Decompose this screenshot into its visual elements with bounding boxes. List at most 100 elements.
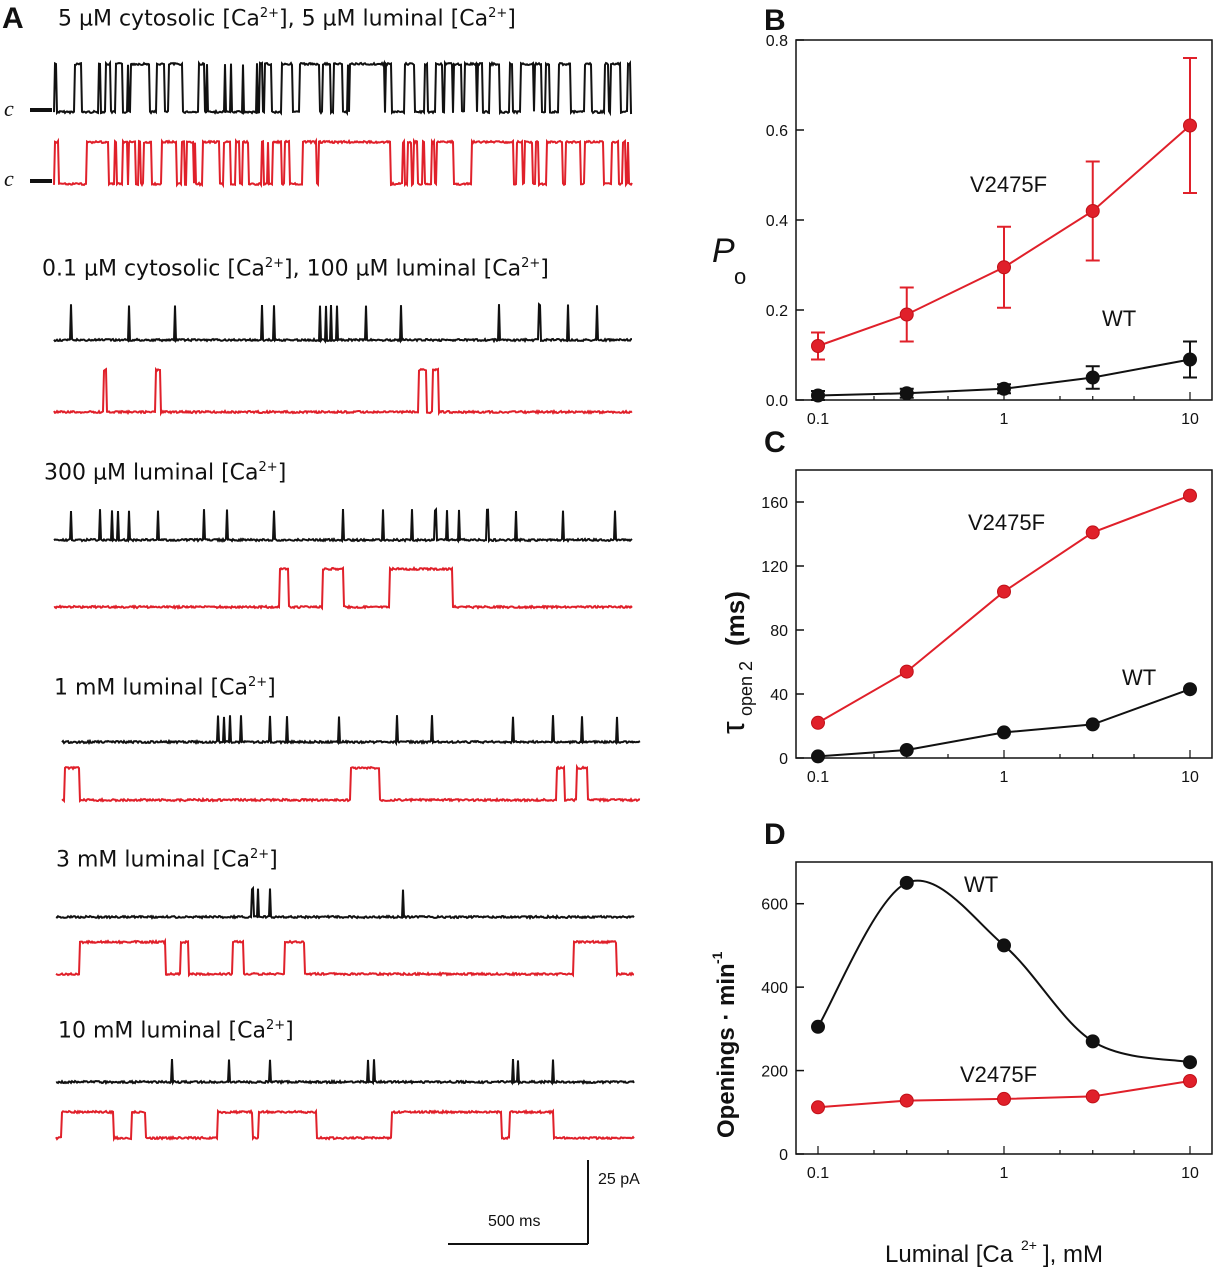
condition-label-text: ] xyxy=(540,256,549,282)
condition-label: 3 mM luminal [Ca2+] xyxy=(56,847,278,872)
y-axis-label-sup: -1 xyxy=(709,951,725,964)
channel-trace xyxy=(53,366,633,417)
data-point xyxy=(997,584,1011,599)
y-axis-label: τ xyxy=(715,721,751,734)
y-axis-label: Openings · min xyxy=(713,963,740,1138)
panel-a-letter: A xyxy=(2,2,24,35)
condition-label-text: ] xyxy=(277,460,287,486)
y-tick-label: 400 xyxy=(761,980,788,997)
data-point xyxy=(997,1091,1011,1106)
data-point xyxy=(1183,1074,1197,1088)
condition-label-text: ] xyxy=(267,675,276,701)
condition-label-text: 10 mM luminal [Ca xyxy=(58,1018,266,1044)
condition-label: 300 µM luminal [Ca2+] xyxy=(44,460,286,485)
closed-level-label: c xyxy=(4,166,14,191)
channel-trace xyxy=(55,885,635,921)
channel-trace xyxy=(53,59,633,117)
data-point xyxy=(811,1019,825,1034)
plot-frame xyxy=(795,39,1213,401)
scale-bar-current-label: 25 pA xyxy=(598,1171,640,1188)
series-annotation: V2475F xyxy=(968,510,1045,535)
channel-trace xyxy=(53,507,633,544)
y-axis-label-sub: open 2 xyxy=(736,661,756,716)
y-tick-label: 600 xyxy=(761,897,788,914)
data-point xyxy=(899,664,914,679)
y-tick-label: 80 xyxy=(770,623,788,640)
superscript: 2+ xyxy=(488,6,508,21)
series-annotation: WT xyxy=(1102,306,1136,331)
data-point xyxy=(811,749,825,764)
y-tick-label: 0.6 xyxy=(766,123,788,140)
data-point xyxy=(811,715,825,730)
condition-label-text: ], 100 µM luminal [Ca xyxy=(284,256,522,282)
condition-label-text: ] xyxy=(285,1018,294,1044)
x-tick-label: 0.1 xyxy=(807,411,829,428)
superscript: 2+ xyxy=(265,1018,286,1033)
data-point xyxy=(899,386,914,401)
panel-letter: B xyxy=(764,4,786,37)
condition-label: 0.1 µM cytosolic [Ca2+], 100 µM luminal … xyxy=(42,256,549,281)
channel-traces: 500 ms 25 pA xyxy=(30,59,641,1245)
data-point xyxy=(1085,1034,1100,1049)
superscript: 2+ xyxy=(259,6,279,21)
x-axis-label: Luminal [Ca xyxy=(885,1241,1014,1268)
y-axis-label-unit: (ms) xyxy=(720,591,750,646)
y-tick-label: 160 xyxy=(761,495,788,512)
y-tick-label: 40 xyxy=(770,687,788,704)
y-tick-label: 0.2 xyxy=(766,303,788,320)
y-axis-label-group: τ open 2 (ms) xyxy=(715,591,756,734)
data-point xyxy=(1183,1055,1197,1070)
x-axis-label-post: ], mM xyxy=(1043,1241,1103,1268)
data-point xyxy=(811,388,825,403)
data-point xyxy=(1183,352,1197,367)
y-tick-label: 0 xyxy=(779,1147,788,1164)
channel-trace xyxy=(55,1058,635,1086)
y-tick-label: 200 xyxy=(761,1064,788,1081)
data-point xyxy=(811,339,825,353)
superscript: 2+ xyxy=(247,675,268,690)
x-tick-label: 0.1 xyxy=(807,769,829,786)
series-annotation: WT xyxy=(964,872,998,897)
x-tick-label: 10 xyxy=(1181,1165,1199,1182)
x-tick-label: 10 xyxy=(1181,411,1199,428)
series-annotation: V2475F xyxy=(970,172,1047,197)
data-point xyxy=(1085,717,1100,732)
x-tick-label: 0.1 xyxy=(807,1165,829,1182)
channel-trace xyxy=(53,566,633,611)
data-point xyxy=(899,307,914,322)
x-tick-label: 1 xyxy=(1000,769,1009,786)
series-annotation: WT xyxy=(1122,665,1156,690)
y-axis-label-group: Openings · min-1 xyxy=(709,951,740,1138)
condition-label-text: ], 5 µM luminal [Ca xyxy=(279,6,489,32)
condition-label-text: 3 mM luminal [Ca xyxy=(56,847,250,873)
condition-label-text: 300 µM luminal [Ca xyxy=(44,460,259,486)
data-point xyxy=(1085,525,1100,540)
data-point xyxy=(997,381,1011,396)
data-point xyxy=(899,743,914,757)
y-tick-label: 0.8 xyxy=(766,33,788,50)
channel-trace xyxy=(53,137,633,189)
channel-trace xyxy=(53,302,632,344)
data-point xyxy=(997,725,1011,740)
data-point xyxy=(1085,370,1100,385)
data-point xyxy=(811,1100,825,1115)
data-point xyxy=(1183,682,1197,697)
panel-letter: D xyxy=(764,818,786,851)
y-tick-label: 0 xyxy=(779,751,788,768)
y-axis-label-sub: o xyxy=(734,264,746,289)
condition-label-text: ] xyxy=(269,847,278,873)
x-axis-label-sup: 2+ xyxy=(1021,1237,1037,1253)
channel-trace xyxy=(61,715,641,747)
channel-trace xyxy=(55,937,635,978)
y-axis-label: P xyxy=(712,232,735,270)
data-point xyxy=(899,875,914,890)
data-point xyxy=(1085,204,1100,218)
y-tick-label: 120 xyxy=(761,559,788,576)
condition-label: 10 mM luminal [Ca2+] xyxy=(58,1018,294,1043)
series-line xyxy=(817,688,1191,758)
condition-label: 1 mM luminal [Ca2+] xyxy=(54,675,276,700)
superscript: 2+ xyxy=(264,256,284,271)
superscript: 2+ xyxy=(258,460,278,475)
superscript: 2+ xyxy=(521,256,541,271)
